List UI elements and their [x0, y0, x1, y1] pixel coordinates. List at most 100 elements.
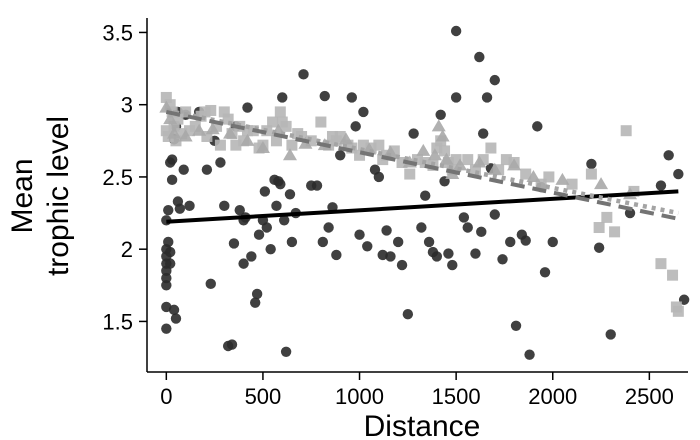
data-point-square — [315, 116, 327, 128]
data-point-square — [241, 125, 253, 137]
data-point-circle — [354, 229, 365, 240]
data-point-triangle — [282, 148, 297, 161]
data-point-square — [280, 120, 292, 132]
data-point-square — [439, 145, 451, 157]
data-point-square — [431, 142, 443, 154]
data-point-square — [520, 168, 532, 180]
x-tick-label: 500 — [245, 384, 282, 409]
data-point-circle — [161, 280, 172, 291]
data-point-square — [388, 145, 400, 157]
y-tick-label: 2 — [121, 237, 133, 262]
data-point-circle — [161, 323, 172, 334]
data-point-square — [176, 128, 188, 140]
data-point-circle — [311, 180, 323, 191]
x-tick-label: 1000 — [335, 384, 384, 409]
data-point-circle — [246, 251, 257, 262]
data-point-square — [404, 168, 416, 180]
data-point-circle — [298, 69, 309, 80]
data-point-square — [189, 120, 201, 132]
data-point-square — [222, 113, 234, 125]
y-tick-label: 2.5 — [102, 165, 133, 190]
x-tick-label: 1500 — [432, 384, 481, 409]
data-point-circle — [377, 249, 388, 261]
data-point-circle — [481, 92, 493, 103]
data-point-circle — [396, 259, 408, 271]
data-point-circle — [163, 236, 174, 248]
fit-line-dotted — [165, 108, 679, 216]
data-point-circle — [228, 238, 240, 249]
data-point-circle — [335, 150, 346, 161]
data-point-circle — [250, 297, 261, 308]
data-point-square — [655, 258, 667, 270]
data-point-triangle — [431, 119, 446, 132]
data-point-circle — [520, 235, 531, 246]
y-tick-label: 3.5 — [102, 20, 133, 45]
y-axis-title: Mean trophic level — [6, 116, 75, 276]
data-point-circle — [420, 190, 431, 201]
data-point-circle — [673, 168, 684, 180]
data-point-square — [230, 139, 242, 151]
data-point-triangle — [594, 177, 609, 190]
data-point-circle — [443, 248, 454, 259]
data-point-square — [214, 139, 226, 151]
data-point-square — [170, 135, 182, 147]
data-point-square — [267, 116, 279, 128]
data-point-circle — [489, 74, 500, 86]
data-point-triangle — [192, 123, 207, 136]
y-axis-title-line-2: trophic level — [42, 116, 75, 276]
data-point-circle — [278, 215, 290, 226]
data-point-square — [334, 130, 346, 142]
data-point-circle — [586, 158, 597, 170]
data-point-circle — [166, 154, 178, 165]
data-point-circle — [323, 222, 334, 233]
fit-lines — [165, 108, 679, 224]
data-point-circle — [166, 174, 178, 186]
data-point-circle — [350, 121, 361, 132]
data-point-triangle — [526, 169, 541, 182]
data-point-triangle — [163, 112, 178, 125]
x-axis-title: Distance — [364, 410, 481, 440]
data-point-square — [270, 135, 282, 147]
data-point-square — [184, 125, 196, 137]
data-point-triangle — [167, 126, 182, 139]
data-point-circle — [226, 339, 238, 350]
data-point-circle — [524, 349, 535, 360]
data-point-circle — [474, 51, 485, 63]
data-point-circle — [234, 204, 245, 216]
data-point-circle — [624, 207, 636, 219]
data-point-circle — [164, 258, 176, 269]
data-point-circle — [170, 313, 182, 324]
data-point-circle — [280, 346, 292, 357]
data-point-circle — [373, 171, 385, 183]
data-point-circle — [458, 212, 470, 223]
data-point-square — [160, 125, 172, 137]
data-point-triangle — [223, 126, 238, 139]
data-point-circle — [547, 236, 558, 248]
data-point-square — [164, 99, 176, 111]
data-point-circle — [261, 222, 272, 233]
x-tick-label: 0 — [160, 384, 172, 409]
data-point-circle — [470, 248, 481, 259]
data-point-square — [162, 130, 174, 142]
data-point-square — [373, 139, 385, 151]
data-point-triangle — [178, 129, 193, 142]
data-point-triangle — [416, 143, 431, 156]
data-point-square — [199, 106, 211, 118]
x-tick-label: 2000 — [528, 384, 577, 409]
data-point-square — [357, 139, 369, 151]
data-point-square — [218, 106, 230, 118]
data-point-circle — [331, 249, 342, 261]
series-circle-points — [161, 25, 690, 360]
data-point-circle — [275, 178, 286, 190]
data-point-circle — [497, 254, 508, 265]
data-point-circle — [201, 164, 213, 175]
data-point-circle — [215, 157, 226, 168]
data-point-circle — [164, 246, 176, 258]
data-point-square — [168, 120, 180, 132]
data-point-triangle — [339, 132, 354, 145]
data-point-circle — [435, 109, 446, 121]
data-point-square — [172, 113, 184, 125]
data-point-square — [535, 178, 547, 190]
data-point-circle — [184, 200, 195, 212]
y-ticks: 1.5 2 2.5 3 3.5 — [102, 20, 147, 334]
